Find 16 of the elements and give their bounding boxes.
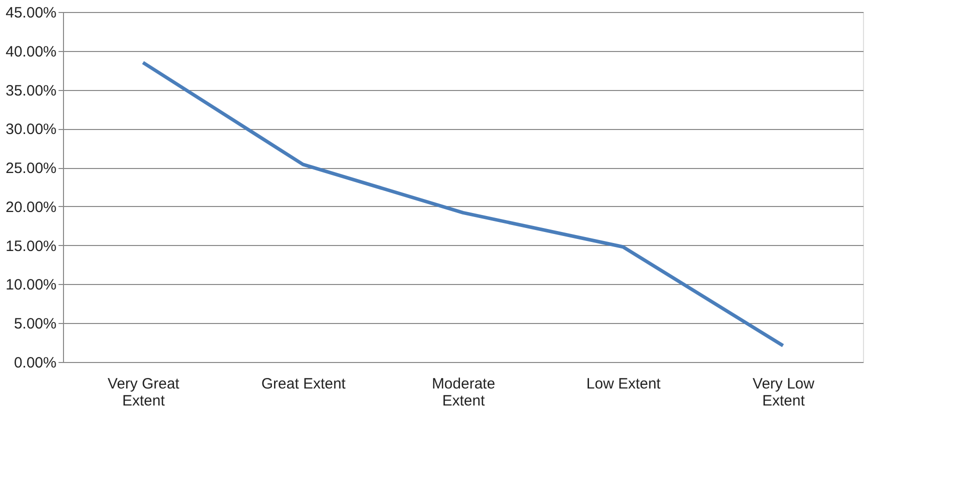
y-tick-label: 15.00% [6,238,56,255]
y-tick-label: 5.00% [14,316,56,333]
y-tick-label: 30.00% [6,121,56,138]
line-series [141,60,785,348]
x-tick-label: Very Great Extent [108,376,180,410]
y-tick-label: 45.00% [6,4,56,22]
x-tick-label: Low Extent [586,376,662,392]
x-tick-label: Moderate Extent [432,376,496,410]
y-tick-label: 40.00% [6,43,56,60]
x-tick-label: Great Extent [261,376,346,392]
y-tick-label: 35.00% [6,82,56,100]
y-tick-label: 20.00% [6,198,56,216]
x-tick-label: Very Low Extent [752,376,815,410]
y-tick-label: 10.00% [6,276,56,294]
y-tick-label: 25.00% [6,160,56,178]
y-tick-label: 0.00% [14,354,56,372]
